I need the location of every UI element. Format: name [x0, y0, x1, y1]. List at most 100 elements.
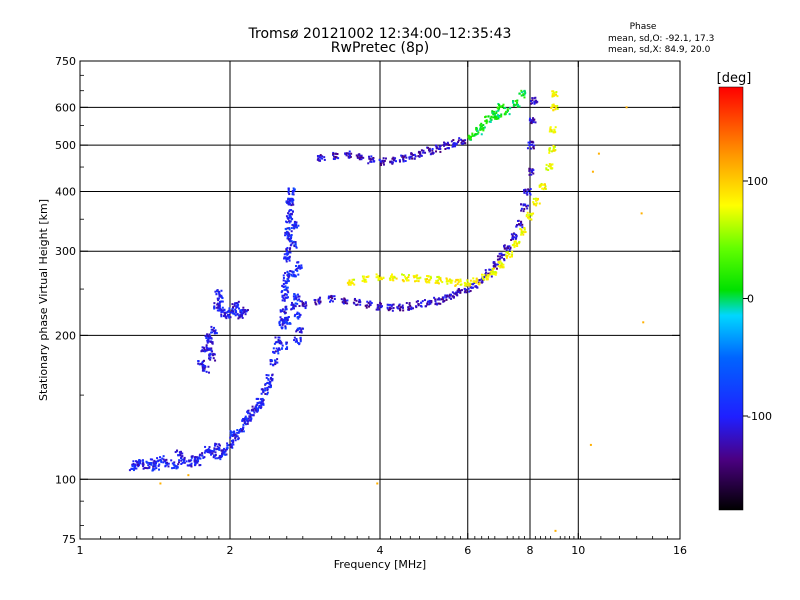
data-point: [529, 188, 532, 191]
data-point: [212, 357, 215, 360]
data-point: [232, 443, 235, 446]
data-point: [255, 409, 258, 412]
phase-stats-x: mean, sd,X: 84.9, 20.0: [608, 45, 711, 55]
y-tick-label: 300: [55, 245, 76, 258]
data-point: [471, 134, 474, 137]
data-point: [230, 311, 233, 314]
data-point: [525, 205, 528, 208]
data-point: [503, 259, 506, 262]
y-tick-label: 600: [55, 101, 76, 114]
data-point: [480, 128, 483, 131]
data-point: [451, 145, 454, 148]
data-point: [246, 420, 249, 423]
data-point: [523, 191, 526, 194]
data-point: [180, 459, 183, 462]
data-point: [363, 278, 366, 281]
data-point: [247, 417, 250, 420]
data-point: [340, 298, 343, 301]
data-point: [201, 360, 204, 363]
data-point: [445, 143, 448, 146]
data-point: [459, 289, 462, 292]
data-point: [513, 242, 516, 245]
data-point: [281, 344, 284, 347]
data-point: [520, 220, 523, 223]
data-point: [520, 89, 523, 92]
data-point: [207, 335, 210, 338]
data-point: [347, 283, 350, 286]
x-tick-label: 1: [77, 544, 84, 557]
data-point: [296, 329, 299, 332]
data-point: [183, 458, 186, 461]
data-point: [393, 157, 396, 160]
data-point: [469, 137, 472, 140]
data-point: [221, 300, 224, 303]
data-point: [210, 453, 213, 456]
data-point: [219, 307, 222, 310]
data-point: [425, 275, 428, 278]
data-point: [526, 191, 529, 194]
data-point: [211, 450, 214, 453]
data-point: [528, 217, 531, 220]
data-point: [552, 90, 555, 93]
data-point: [235, 311, 238, 314]
data-point: [252, 408, 255, 411]
data-point: [284, 231, 287, 234]
data-point: [448, 278, 451, 281]
data-point: [222, 315, 225, 318]
data-point: [296, 269, 299, 272]
data-point: [353, 283, 356, 286]
data-point: [201, 346, 204, 349]
data-point: [391, 278, 394, 281]
data-point: [283, 298, 286, 301]
data-point: [285, 215, 288, 218]
data-point: [217, 446, 220, 449]
data-point: [234, 310, 237, 313]
data-point: [158, 463, 161, 466]
data-point: [496, 107, 499, 110]
data-point: [234, 314, 237, 317]
data-point: [455, 293, 458, 296]
data-point: [529, 102, 532, 105]
data-point: [272, 363, 275, 366]
data-point: [414, 155, 417, 158]
data-point: [532, 147, 535, 150]
data-point: [416, 277, 419, 280]
data-point: [218, 291, 221, 294]
data-point: [550, 129, 553, 132]
data-point: [511, 244, 514, 247]
data-point: [358, 157, 361, 160]
data-point: [551, 105, 554, 108]
data-point: [487, 115, 490, 118]
data-point: [281, 322, 284, 325]
data-point: [525, 192, 528, 195]
data-point: [319, 154, 322, 157]
data-point: [211, 341, 214, 344]
data-point: [518, 241, 521, 244]
data-point: [214, 290, 217, 293]
data-point: [451, 279, 454, 282]
data-point: [317, 298, 320, 301]
data-point: [530, 173, 533, 176]
data-point: [257, 397, 260, 400]
data-point: [430, 301, 433, 304]
data-point: [260, 392, 263, 395]
data-point: [483, 273, 486, 276]
data-point: [422, 151, 425, 154]
data-point: [166, 461, 169, 464]
data-point: [205, 349, 208, 352]
data-point: [397, 307, 400, 310]
data-point: [193, 456, 196, 459]
data-point: [476, 286, 479, 289]
data-point: [202, 366, 205, 369]
data-point: [389, 303, 392, 306]
data-point: [347, 281, 350, 284]
data-point: [538, 202, 541, 205]
data-point: [291, 241, 294, 244]
data-point: [470, 283, 473, 286]
data-point: [261, 388, 264, 391]
axis-ticks: [79, 60, 681, 540]
data-point: [152, 465, 155, 468]
data-point: [234, 308, 237, 311]
